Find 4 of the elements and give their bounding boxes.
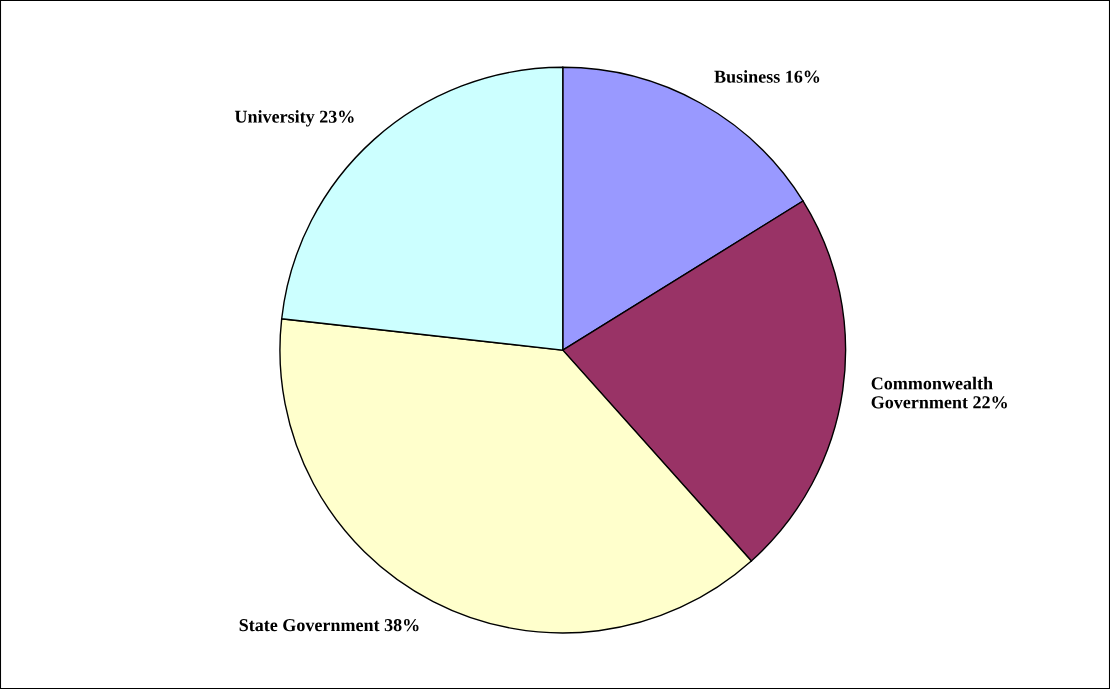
slice-label: State Government 38%	[239, 619, 419, 632]
slice-label: University 23%	[234, 110, 354, 127]
slice-label: Business 16%	[714, 70, 820, 83]
slice-label: Commonwealth Government 22%	[871, 376, 1007, 409]
